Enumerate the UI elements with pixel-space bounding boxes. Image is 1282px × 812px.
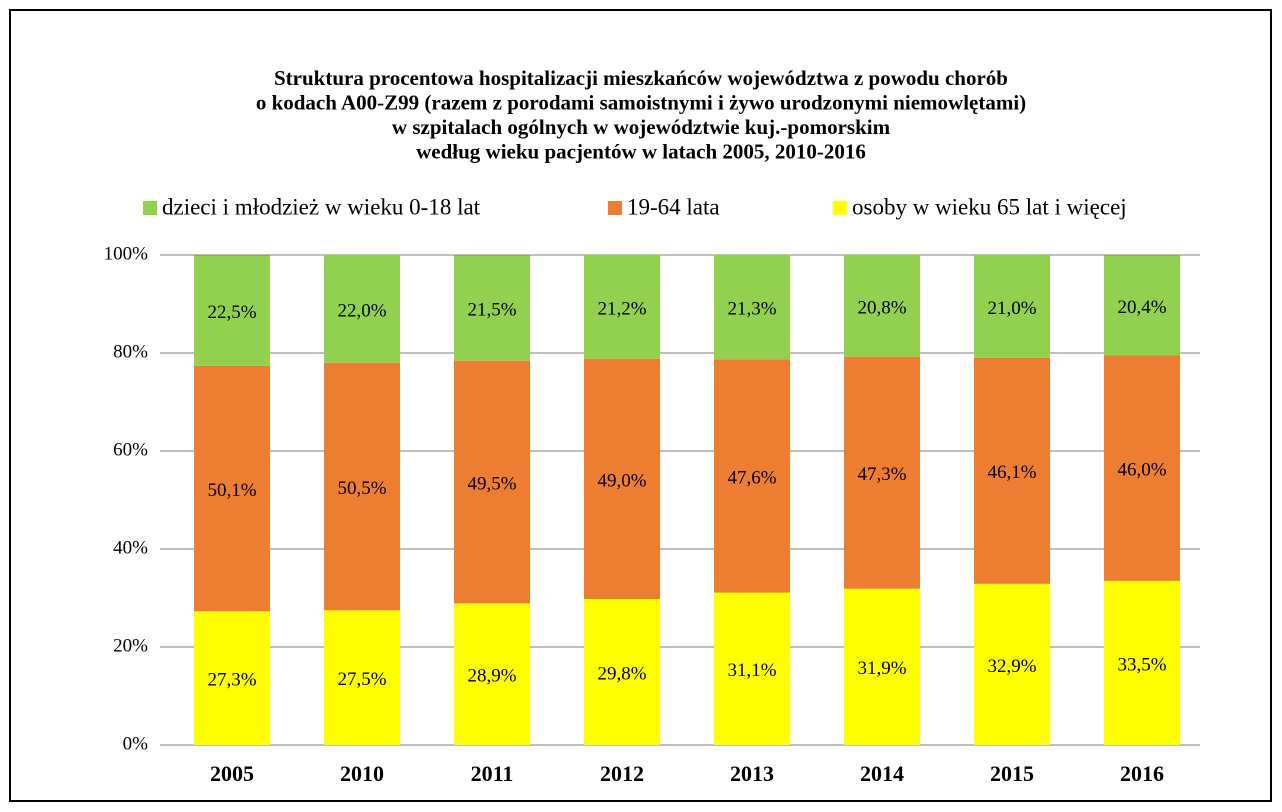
bar-segment: [194, 365, 270, 612]
legend-label: 19-64 lata: [627, 194, 720, 219]
value-label: 49,0%: [597, 470, 646, 491]
value-label: 47,6%: [727, 467, 776, 488]
value-label: 27,5%: [337, 669, 386, 690]
bar-segment: [324, 362, 400, 611]
value-label: 46,0%: [1117, 460, 1166, 481]
value-label: 20,4%: [1117, 297, 1166, 318]
value-label: 22,0%: [337, 300, 386, 321]
value-label: 21,2%: [597, 298, 646, 319]
x-tick-label: 2010: [340, 761, 384, 786]
bar-segment: [844, 588, 920, 745]
x-tick-label: 2011: [471, 761, 514, 786]
value-label: 32,9%: [987, 656, 1036, 677]
value-label: 21,5%: [467, 300, 516, 321]
bar-segment: [974, 255, 1050, 358]
bar-segment: [324, 610, 400, 745]
value-label: 22,5%: [207, 302, 256, 323]
bar-segment: [584, 598, 660, 745]
x-tick-label: 2013: [730, 761, 774, 786]
x-tick-label: 2016: [1120, 761, 1164, 786]
y-tick-label: 100%: [104, 243, 149, 264]
value-label: 33,5%: [1117, 654, 1166, 675]
legend-swatch: [608, 201, 622, 215]
x-tick-label: 2012: [600, 761, 644, 786]
value-label: 31,9%: [857, 658, 906, 679]
bar-segment: [1104, 580, 1180, 745]
y-tick-label: 20%: [113, 635, 148, 656]
value-label: 31,1%: [727, 660, 776, 681]
legend-swatch: [143, 201, 157, 215]
value-label: 50,1%: [207, 480, 256, 501]
y-tick-label: 80%: [113, 341, 148, 362]
x-tick-label: 2015: [990, 761, 1034, 786]
y-tick-label: 60%: [113, 439, 148, 460]
x-tick-label: 2014: [860, 761, 904, 786]
bar-segment: [1104, 255, 1180, 356]
bar-segment: [714, 592, 790, 745]
y-tick-label: 40%: [113, 537, 148, 558]
value-label: 20,8%: [857, 297, 906, 318]
value-label: 21,3%: [727, 299, 776, 320]
value-label: 21,0%: [987, 298, 1036, 319]
value-label: 50,5%: [337, 478, 386, 499]
bar-segment: [584, 358, 660, 599]
bar-segment: [194, 611, 270, 745]
bar-segment: [844, 356, 920, 589]
chart-title: w szpitalach ogólnych w województwie kuj…: [392, 115, 891, 139]
value-label: 46,1%: [987, 462, 1036, 483]
value-label: 28,9%: [467, 666, 516, 687]
bar-segment: [714, 255, 790, 360]
value-label: 47,3%: [857, 464, 906, 485]
bar-segment: [974, 357, 1050, 584]
chart-title: według wieku pacjentów w latach 2005, 20…: [416, 139, 866, 163]
x-tick-label: 2005: [210, 761, 254, 786]
value-label: 49,5%: [467, 473, 516, 494]
bar-segment: [714, 359, 790, 593]
bar-segment: [324, 255, 400, 363]
bar-segment: [584, 255, 660, 359]
legend-label: osoby w wieku 65 lat i więcej: [852, 194, 1127, 219]
value-label: 29,8%: [597, 663, 646, 684]
bar-segment: [844, 255, 920, 357]
bar-segment: [454, 603, 530, 745]
value-label: 27,3%: [207, 669, 256, 690]
bar-segment: [974, 583, 1050, 745]
chart-title: Struktura procentowa hospitalizacji mies…: [274, 66, 1008, 90]
bar-segment: [454, 255, 530, 361]
chart-title: o kodach A00-Z99 (razem z porodami samoi…: [256, 90, 1026, 114]
legend-label: dzieci i młodzież w wieku 0-18 lat: [162, 194, 481, 219]
y-tick-label: 0%: [123, 733, 149, 754]
bar-segment: [1104, 355, 1180, 581]
bar-segment: [194, 255, 270, 366]
legend-swatch: [833, 201, 847, 215]
bar-segment: [454, 360, 530, 604]
